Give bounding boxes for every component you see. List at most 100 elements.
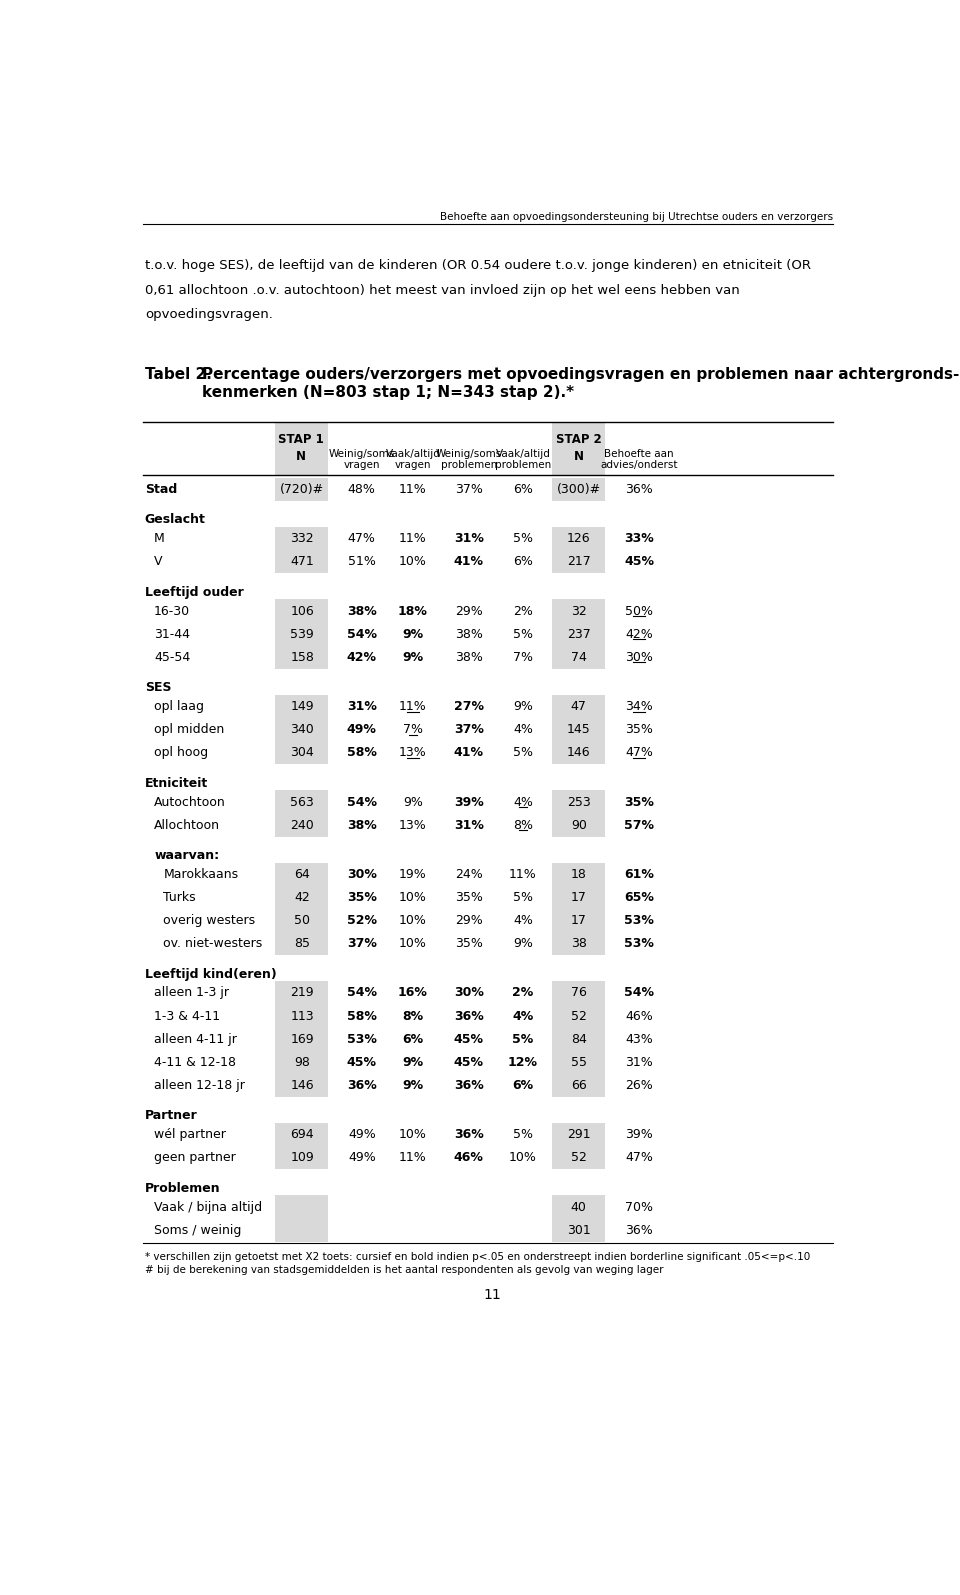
- Text: 219: 219: [290, 986, 314, 1000]
- Text: 66: 66: [571, 1078, 587, 1093]
- Text: Stad: Stad: [145, 483, 177, 496]
- Text: 253: 253: [567, 796, 590, 809]
- Text: Tabel 2.: Tabel 2.: [145, 367, 211, 381]
- Text: 58%: 58%: [347, 746, 376, 759]
- Text: 9%: 9%: [513, 700, 533, 713]
- Text: 6%: 6%: [513, 1078, 534, 1093]
- Text: Leeftijd ouder: Leeftijd ouder: [145, 585, 244, 598]
- Text: # bij de berekening van stadsgemiddelden is het aantal respondenten als gevolg v: # bij de berekening van stadsgemiddelden…: [145, 1265, 663, 1274]
- Text: 0,61 allochtoon .o.v. autochtoon) het meest van invloed zijn op het wel eens heb: 0,61 allochtoon .o.v. autochtoon) het me…: [145, 284, 739, 297]
- Text: 51%: 51%: [348, 555, 375, 568]
- Bar: [275, 885, 327, 909]
- Text: Weinig/soms
problemen: Weinig/soms problemen: [436, 448, 502, 471]
- Bar: [552, 1027, 605, 1051]
- Text: 5%: 5%: [513, 628, 533, 641]
- Text: 53%: 53%: [347, 1032, 376, 1046]
- Text: 24%: 24%: [455, 868, 483, 880]
- Text: N: N: [297, 450, 306, 463]
- Text: 52: 52: [571, 1152, 587, 1164]
- Text: 36%: 36%: [454, 1128, 484, 1140]
- Bar: [552, 600, 605, 622]
- Text: 5%: 5%: [513, 533, 533, 545]
- Text: 1-3 & 4-11: 1-3 & 4-11: [155, 1010, 220, 1022]
- Bar: [275, 813, 327, 837]
- Text: Percentage ouders/verzorgers met opvoedingsvragen en problemen naar achtergronds: Percentage ouders/verzorgers met opvoedi…: [203, 367, 960, 381]
- Text: alleen 12-18 jr: alleen 12-18 jr: [155, 1078, 245, 1093]
- Text: * verschillen zijn getoetst met X2 toets: cursief en bold indien p<.05 en onders: * verschillen zijn getoetst met X2 toets…: [145, 1252, 810, 1263]
- Bar: [275, 1147, 327, 1169]
- Text: 10%: 10%: [509, 1152, 537, 1164]
- Text: SES: SES: [145, 681, 171, 694]
- Text: 9%: 9%: [402, 651, 423, 664]
- Bar: [552, 550, 605, 573]
- Text: 98: 98: [294, 1056, 310, 1069]
- Text: 5%: 5%: [513, 746, 533, 759]
- Text: 35%: 35%: [455, 938, 483, 951]
- Text: Etniciteit: Etniciteit: [145, 777, 208, 790]
- Text: waarvan:: waarvan:: [155, 849, 219, 861]
- Text: 5%: 5%: [513, 892, 533, 904]
- Bar: [552, 1196, 605, 1219]
- Bar: [275, 742, 327, 764]
- Text: 38%: 38%: [347, 605, 376, 617]
- Text: Vaak / bijna altijd: Vaak / bijna altijd: [155, 1201, 262, 1214]
- Text: 50: 50: [294, 914, 310, 927]
- Text: opl midden: opl midden: [155, 723, 225, 737]
- Bar: [275, 909, 327, 931]
- Text: (720)#: (720)#: [280, 483, 324, 496]
- Bar: [552, 909, 605, 931]
- Text: 31-44: 31-44: [155, 628, 190, 641]
- Text: 9%: 9%: [513, 938, 533, 951]
- Bar: [552, 695, 605, 718]
- Text: 18%: 18%: [398, 605, 428, 617]
- Text: 61%: 61%: [624, 868, 654, 880]
- Text: 539: 539: [290, 628, 314, 641]
- Text: Allochtoon: Allochtoon: [155, 818, 220, 831]
- Text: 30%: 30%: [454, 986, 484, 1000]
- Text: 13%: 13%: [399, 818, 427, 831]
- Bar: [552, 478, 605, 501]
- Bar: [275, 550, 327, 573]
- Text: 6%: 6%: [513, 555, 533, 568]
- Text: 90: 90: [571, 818, 587, 831]
- Text: 11%: 11%: [399, 1152, 427, 1164]
- Text: 11%: 11%: [399, 483, 427, 496]
- Text: Marokkaans: Marokkaans: [163, 868, 238, 880]
- Text: 39%: 39%: [625, 1128, 653, 1140]
- Text: 45%: 45%: [454, 1032, 484, 1046]
- Text: 8%: 8%: [402, 1010, 423, 1022]
- Text: 45%: 45%: [454, 1056, 484, 1069]
- Bar: [275, 622, 327, 646]
- Text: 65%: 65%: [624, 892, 654, 904]
- Bar: [275, 863, 327, 885]
- Text: 6%: 6%: [402, 1032, 423, 1046]
- Text: Leeftijd kind(eren): Leeftijd kind(eren): [145, 968, 276, 981]
- Text: 4-11 & 12-18: 4-11 & 12-18: [155, 1056, 236, 1069]
- Bar: [275, 1073, 327, 1097]
- Text: 84: 84: [571, 1032, 587, 1046]
- Text: 48%: 48%: [348, 483, 375, 496]
- Text: Weinig/soms
vragen: Weinig/soms vragen: [328, 448, 395, 471]
- Text: 4%: 4%: [513, 1010, 534, 1022]
- Text: 158: 158: [290, 651, 314, 664]
- Text: 49%: 49%: [347, 723, 376, 737]
- Text: 57%: 57%: [624, 818, 655, 831]
- Bar: [552, 423, 605, 475]
- Text: 41%: 41%: [454, 555, 484, 568]
- Text: 11%: 11%: [399, 700, 427, 713]
- Text: 31%: 31%: [454, 818, 484, 831]
- Text: alleen 1-3 jr: alleen 1-3 jr: [155, 986, 229, 1000]
- Text: 74: 74: [571, 651, 587, 664]
- Text: 149: 149: [290, 700, 314, 713]
- Text: Problemen: Problemen: [145, 1182, 221, 1195]
- Text: 10%: 10%: [399, 1128, 427, 1140]
- Bar: [552, 885, 605, 909]
- Text: 5%: 5%: [513, 1128, 533, 1140]
- Text: 106: 106: [290, 605, 314, 617]
- Text: 30%: 30%: [625, 651, 653, 664]
- Text: 43%: 43%: [625, 1032, 653, 1046]
- Text: 54%: 54%: [347, 986, 376, 1000]
- Text: 39%: 39%: [454, 796, 484, 809]
- Bar: [552, 1147, 605, 1169]
- Text: (300)#: (300)#: [557, 483, 601, 496]
